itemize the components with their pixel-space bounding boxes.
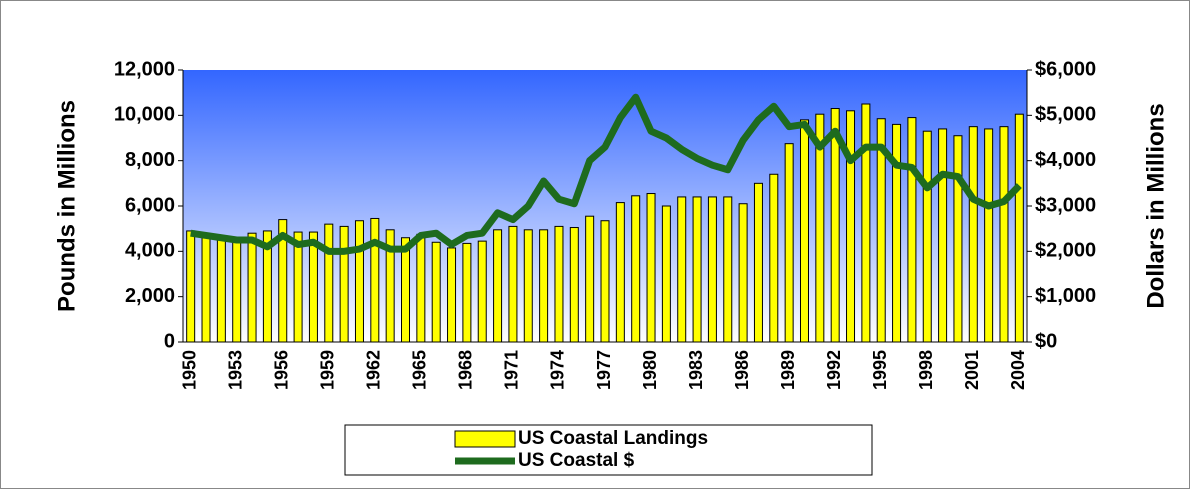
bar	[953, 135, 963, 343]
bar	[707, 196, 717, 343]
bar	[646, 193, 656, 343]
bar	[938, 128, 948, 343]
bar	[784, 143, 794, 343]
bar	[692, 196, 702, 343]
bar	[569, 227, 579, 343]
bar	[508, 225, 518, 343]
x-tick-label: 1974	[548, 350, 568, 390]
x-tick-label: 1965	[410, 350, 430, 390]
bar	[600, 220, 610, 343]
y2-tick-label: $5,000	[1035, 104, 1096, 126]
bar	[753, 182, 763, 343]
y2-tick-label: $2,000	[1035, 240, 1096, 262]
bar	[447, 247, 457, 343]
y-tick-label: 12,000	[114, 58, 175, 80]
bar	[984, 128, 994, 343]
y2-tick-label: $0	[1035, 330, 1057, 352]
bar	[922, 130, 932, 343]
x-tick-label: 1980	[640, 350, 660, 390]
x-tick-label: 1959	[318, 350, 338, 390]
bar	[799, 119, 809, 343]
bar	[186, 230, 196, 343]
y2-axis-title: Dollars in Millions	[1142, 103, 1169, 308]
bar	[339, 225, 349, 343]
bar	[539, 229, 549, 343]
x-tick-label: 1971	[502, 350, 522, 390]
bar	[738, 203, 748, 343]
bar	[677, 196, 687, 343]
x-tick-label: 1998	[916, 350, 936, 390]
x-tick-label: 1989	[778, 350, 798, 390]
bar	[431, 241, 441, 343]
bar	[1014, 113, 1024, 343]
bar	[324, 223, 334, 343]
y2-tick-label: $3,000	[1035, 194, 1096, 216]
legend	[344, 424, 873, 476]
bar	[846, 110, 856, 343]
y-tick-label: 4,000	[125, 240, 175, 262]
bar	[416, 233, 426, 343]
x-tick-label: 1986	[732, 350, 752, 390]
bar	[554, 225, 564, 343]
legend-label: US Coastal Landings	[518, 428, 708, 449]
x-tick-label: 2001	[962, 350, 982, 390]
bar	[293, 231, 303, 343]
x-tick-label: 2004	[1008, 350, 1028, 390]
bar	[370, 217, 380, 343]
x-tick-label: 1977	[594, 350, 614, 390]
bar	[723, 196, 733, 343]
bar	[769, 173, 779, 343]
y2-tick-label: $4,000	[1035, 149, 1096, 171]
bar	[462, 242, 472, 343]
x-tick-label: 1968	[456, 350, 476, 390]
y-tick-label: 0	[164, 330, 175, 352]
bar	[661, 205, 671, 343]
y-axis-title: Pounds in Millions	[53, 100, 80, 312]
y-tick-label: 8,000	[125, 149, 175, 171]
bar	[401, 237, 411, 343]
y2-tick-label: $1,000	[1035, 285, 1096, 307]
legend-label: US Coastal $	[518, 450, 635, 471]
bar	[247, 232, 257, 343]
bar	[493, 229, 503, 343]
bar	[232, 240, 242, 343]
bar	[201, 236, 211, 343]
x-tick-label: 1992	[824, 350, 844, 390]
y-tick-label: 6,000	[125, 194, 175, 216]
bar	[999, 126, 1009, 343]
x-tick-label: 1950	[179, 350, 199, 390]
bar	[615, 202, 625, 343]
bar	[631, 195, 641, 343]
x-tick-label: 1983	[686, 350, 706, 390]
bar	[354, 220, 364, 343]
x-tick-label: 1953	[225, 350, 245, 390]
bar	[523, 229, 533, 343]
line	[190, 93, 1022, 255]
y-tick-label: 10,000	[114, 104, 175, 126]
x-tick-label: 1995	[870, 350, 890, 390]
bar	[907, 117, 917, 343]
bar	[216, 239, 226, 343]
x-tick-label: 1962	[364, 350, 384, 390]
bar	[585, 215, 595, 343]
bar	[477, 240, 487, 343]
bar	[968, 126, 978, 343]
x-tick-label: 1956	[271, 350, 291, 390]
bar	[861, 103, 871, 343]
y2-tick-label: $6,000	[1035, 58, 1096, 80]
bar	[308, 231, 318, 343]
y-tick-label: 2,000	[125, 285, 175, 307]
legend-swatch	[454, 430, 516, 448]
